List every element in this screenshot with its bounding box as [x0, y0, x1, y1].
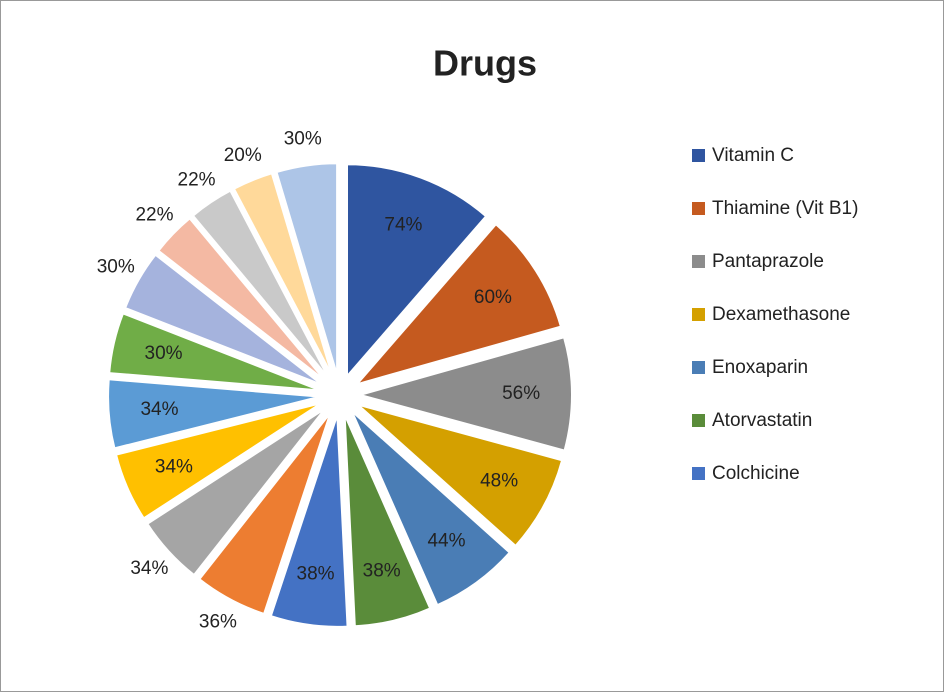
- data-label: 36%: [199, 611, 237, 632]
- data-label: 60%: [474, 287, 512, 308]
- pie-slice: [232, 172, 334, 377]
- data-label: 30%: [284, 129, 322, 150]
- pie-slice: [197, 411, 332, 616]
- legend-swatch: [692, 414, 705, 427]
- legend-label: Pantaprazole: [712, 251, 824, 272]
- data-label: 48%: [480, 471, 518, 492]
- data-label: 38%: [297, 563, 335, 584]
- pie-slice: [275, 162, 339, 376]
- data-label: 20%: [224, 145, 262, 166]
- pie-slice: [145, 407, 327, 577]
- pie-slice: [123, 253, 324, 387]
- legend-label: Colchicine: [712, 463, 800, 484]
- pie-slice: [353, 222, 563, 387]
- pie-slice: [157, 216, 327, 382]
- data-label: 22%: [178, 170, 216, 191]
- pie-slice: [346, 163, 488, 379]
- legend-label: Dexamethasone: [712, 304, 850, 325]
- pie-slice: [191, 189, 330, 380]
- pie-slice: [107, 378, 321, 450]
- legend-swatch: [692, 467, 705, 480]
- legend-swatch: [692, 308, 705, 321]
- data-label: 56%: [502, 383, 540, 404]
- pie-slice: [343, 414, 432, 628]
- legend-label: Vitamin C: [712, 145, 794, 166]
- legend-label: Atorvastatin: [712, 410, 812, 431]
- data-label: 44%: [427, 531, 465, 552]
- pie-slice: [350, 410, 512, 607]
- pie-slice: [356, 403, 564, 548]
- data-label: 38%: [363, 560, 401, 581]
- data-label: 22%: [135, 205, 173, 226]
- pie-slice: [114, 402, 323, 520]
- data-label: 74%: [384, 214, 422, 235]
- pie-slice: [269, 414, 349, 628]
- legend-swatch: [692, 149, 705, 162]
- data-label: 34%: [140, 399, 178, 420]
- data-label: 34%: [155, 456, 193, 477]
- data-label: 34%: [130, 558, 168, 579]
- data-label: 30%: [97, 256, 135, 277]
- pie-slice: [108, 312, 321, 392]
- pie-slice: [356, 336, 573, 452]
- legend-swatch: [692, 361, 705, 374]
- data-label: 30%: [145, 343, 183, 364]
- legend-swatch: [692, 202, 705, 215]
- chart-title: Drugs: [433, 43, 537, 84]
- legend-label: Enoxaparin: [712, 357, 808, 378]
- legend-swatch: [692, 255, 705, 268]
- legend-label: Thiamine (Vit B1): [712, 198, 858, 219]
